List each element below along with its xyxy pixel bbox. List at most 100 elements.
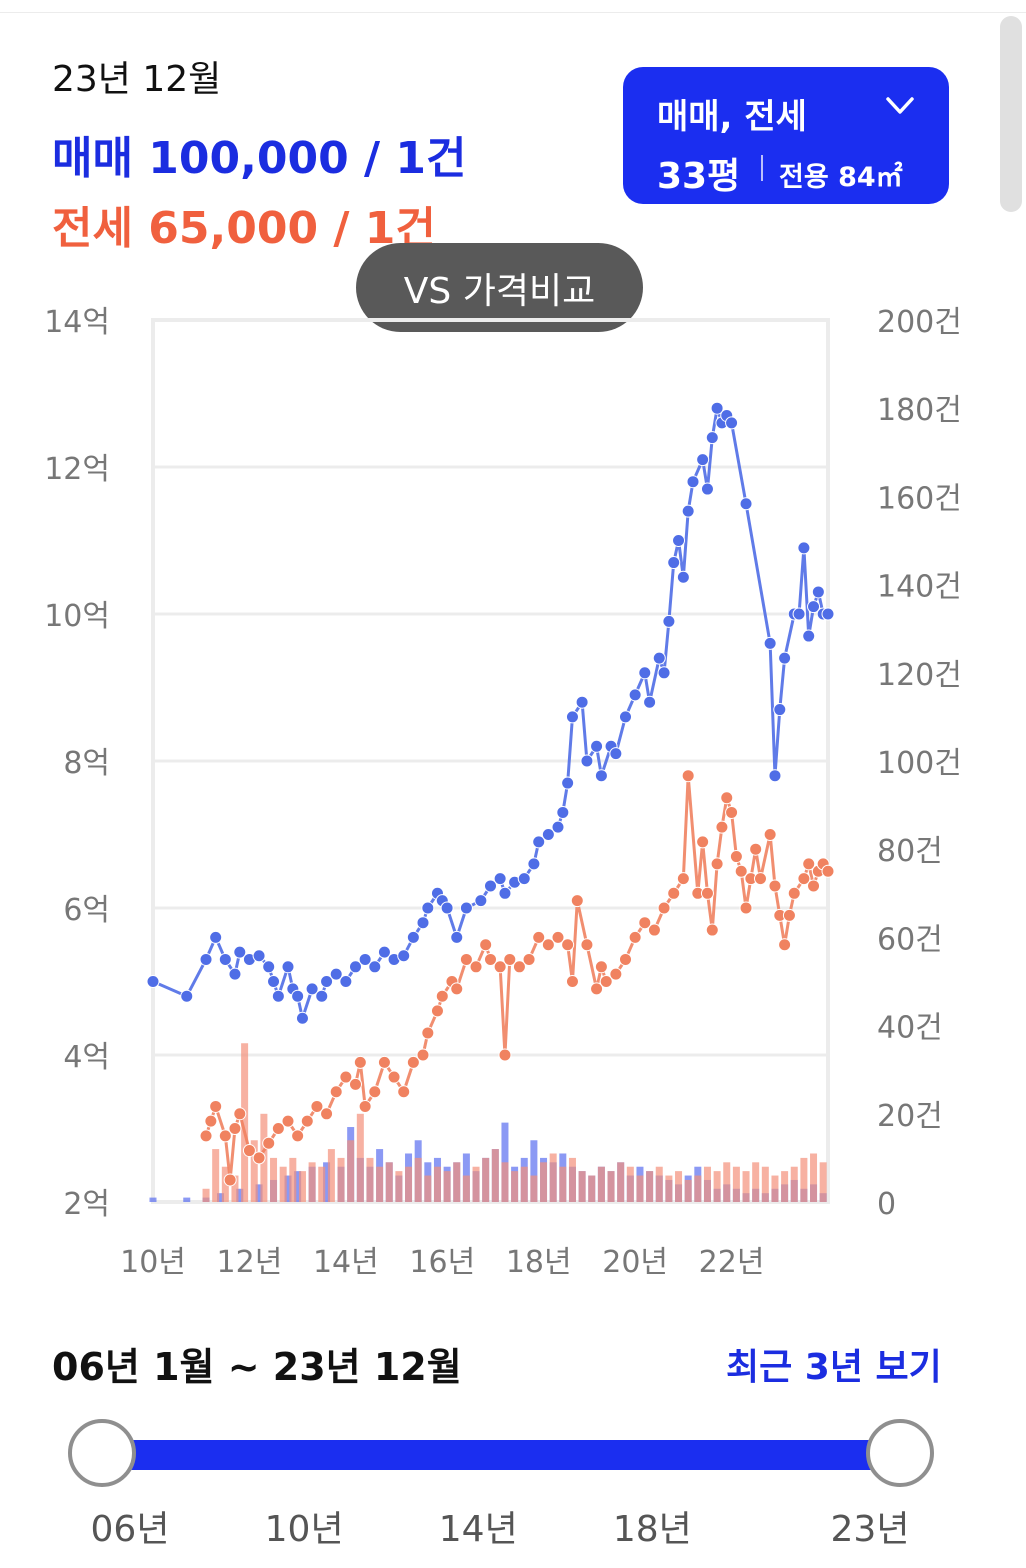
sale-price-point[interactable] <box>628 688 642 702</box>
sale-price-point[interactable] <box>696 453 710 467</box>
rent-price-point[interactable] <box>720 791 734 805</box>
sale-price-point[interactable] <box>541 828 555 841</box>
rent-price-point[interactable] <box>657 901 671 915</box>
sale-price-point[interactable] <box>358 952 372 966</box>
sale-price-point[interactable] <box>493 872 507 886</box>
rent-price-point[interactable] <box>271 1122 285 1135</box>
sale-price-point[interactable] <box>811 585 825 599</box>
sale-price-point[interactable] <box>498 886 512 900</box>
rent-price-point[interactable] <box>291 1129 305 1143</box>
rent-price-point[interactable] <box>705 923 719 937</box>
sale-price-point[interactable] <box>233 945 247 959</box>
sale-price-point[interactable] <box>146 975 160 988</box>
sale-price-point[interactable] <box>778 651 792 665</box>
rent-price-point[interactable] <box>580 938 594 952</box>
rent-price-point[interactable] <box>377 1055 391 1069</box>
sale-price-point[interactable] <box>305 982 319 996</box>
rent-price-point[interactable] <box>199 1129 213 1143</box>
rent-price-point[interactable] <box>406 1055 420 1069</box>
sale-price-point[interactable] <box>662 614 676 628</box>
rent-price-point[interactable] <box>734 864 748 878</box>
sale-price-point[interactable] <box>643 695 657 709</box>
rent-price-point[interactable] <box>710 857 724 871</box>
rent-price-point[interactable] <box>353 1055 367 1069</box>
scrollbar-thumb[interactable] <box>1000 16 1022 212</box>
sale-price-point[interactable] <box>561 776 575 790</box>
rent-price-point[interactable] <box>807 879 821 893</box>
sale-price-point[interactable] <box>271 989 285 1003</box>
rent-price-point[interactable] <box>320 1107 334 1121</box>
sale-price-point[interactable] <box>575 695 589 709</box>
deal-type-filter-button[interactable]: 매매, 전세 33평 전용 84㎡ <box>623 67 949 204</box>
sale-price-point[interactable] <box>619 710 632 724</box>
rent-price-point[interactable] <box>512 960 526 974</box>
rent-price-point[interactable] <box>667 886 681 900</box>
sale-price-point[interactable] <box>700 482 714 496</box>
rent-price-point[interactable] <box>242 1144 256 1158</box>
rent-price-point[interactable] <box>262 1136 276 1150</box>
rent-price-point[interactable] <box>233 1107 247 1121</box>
sale-price-point[interactable] <box>262 960 276 974</box>
sale-price-point[interactable] <box>676 570 690 584</box>
rent-price-point[interactable] <box>397 1085 411 1099</box>
rent-price-point[interactable] <box>647 923 661 937</box>
rent-price-point[interactable] <box>368 1085 382 1099</box>
sale-price-point[interactable] <box>594 769 608 783</box>
sale-price-point[interactable] <box>681 504 695 518</box>
sale-price-point[interactable] <box>517 872 531 886</box>
sale-price-point[interactable] <box>725 416 739 430</box>
sale-price-point[interactable] <box>397 949 411 963</box>
rent-price-point[interactable] <box>450 982 464 996</box>
rent-price-point[interactable] <box>329 1085 343 1099</box>
rent-price-point[interactable] <box>416 1048 430 1062</box>
rent-price-point[interactable] <box>696 835 710 849</box>
rent-price-point[interactable] <box>204 1114 218 1128</box>
sale-price-point[interactable] <box>532 835 546 849</box>
rent-price-point[interactable] <box>778 938 792 952</box>
sale-price-point[interactable] <box>705 431 719 445</box>
sale-price-point[interactable] <box>474 894 488 908</box>
sale-price-point[interactable] <box>672 534 686 547</box>
rent-price-point[interactable] <box>479 938 493 952</box>
rent-price-point[interactable] <box>387 1070 401 1084</box>
rent-price-point[interactable] <box>281 1114 295 1128</box>
sale-price-point[interactable] <box>421 901 435 915</box>
sale-price-point[interactable] <box>329 967 343 981</box>
rent-price-point[interactable] <box>532 930 546 944</box>
sale-price-point[interactable] <box>416 916 430 930</box>
sale-price-point[interactable] <box>792 607 806 621</box>
rent-price-point[interactable] <box>725 805 739 819</box>
sale-price-point[interactable] <box>739 497 753 511</box>
sale-price-point[interactable] <box>565 710 579 724</box>
rent-price-point[interactable] <box>754 872 767 886</box>
sale-price-point[interactable] <box>768 769 782 783</box>
sale-price-point[interactable] <box>580 754 594 768</box>
sale-price-point[interactable] <box>802 629 816 643</box>
sale-price-point[interactable] <box>295 1011 309 1025</box>
rent-price-point[interactable] <box>209 1099 223 1113</box>
sale-price-point[interactable] <box>339 975 353 988</box>
sale-price-point[interactable] <box>199 952 213 966</box>
sale-price-point[interactable] <box>377 945 391 959</box>
rent-price-point[interactable] <box>619 952 632 966</box>
sale-price-point[interactable] <box>590 739 604 753</box>
sale-price-point[interactable] <box>180 989 194 1003</box>
sale-price-point[interactable] <box>551 820 565 834</box>
rent-price-point[interactable] <box>715 820 729 834</box>
rent-price-point[interactable] <box>594 960 608 974</box>
sale-price-point[interactable] <box>657 666 671 680</box>
rent-price-point[interactable] <box>493 960 507 974</box>
rent-price-point[interactable] <box>339 1070 353 1084</box>
sale-price-point[interactable] <box>218 952 232 966</box>
rent-price-point[interactable] <box>435 989 449 1003</box>
sale-price-point[interactable] <box>368 960 382 974</box>
sale-price-point[interactable] <box>228 967 242 981</box>
sale-price-point[interactable] <box>556 805 570 819</box>
sale-price-point[interactable] <box>450 930 464 944</box>
rent-price-point[interactable] <box>802 857 816 871</box>
rent-price-point[interactable] <box>763 828 777 841</box>
rent-price-point[interactable] <box>310 1099 324 1113</box>
rent-price-point[interactable] <box>676 872 690 886</box>
rent-price-point[interactable] <box>739 901 753 915</box>
rent-price-point[interactable] <box>599 975 613 988</box>
